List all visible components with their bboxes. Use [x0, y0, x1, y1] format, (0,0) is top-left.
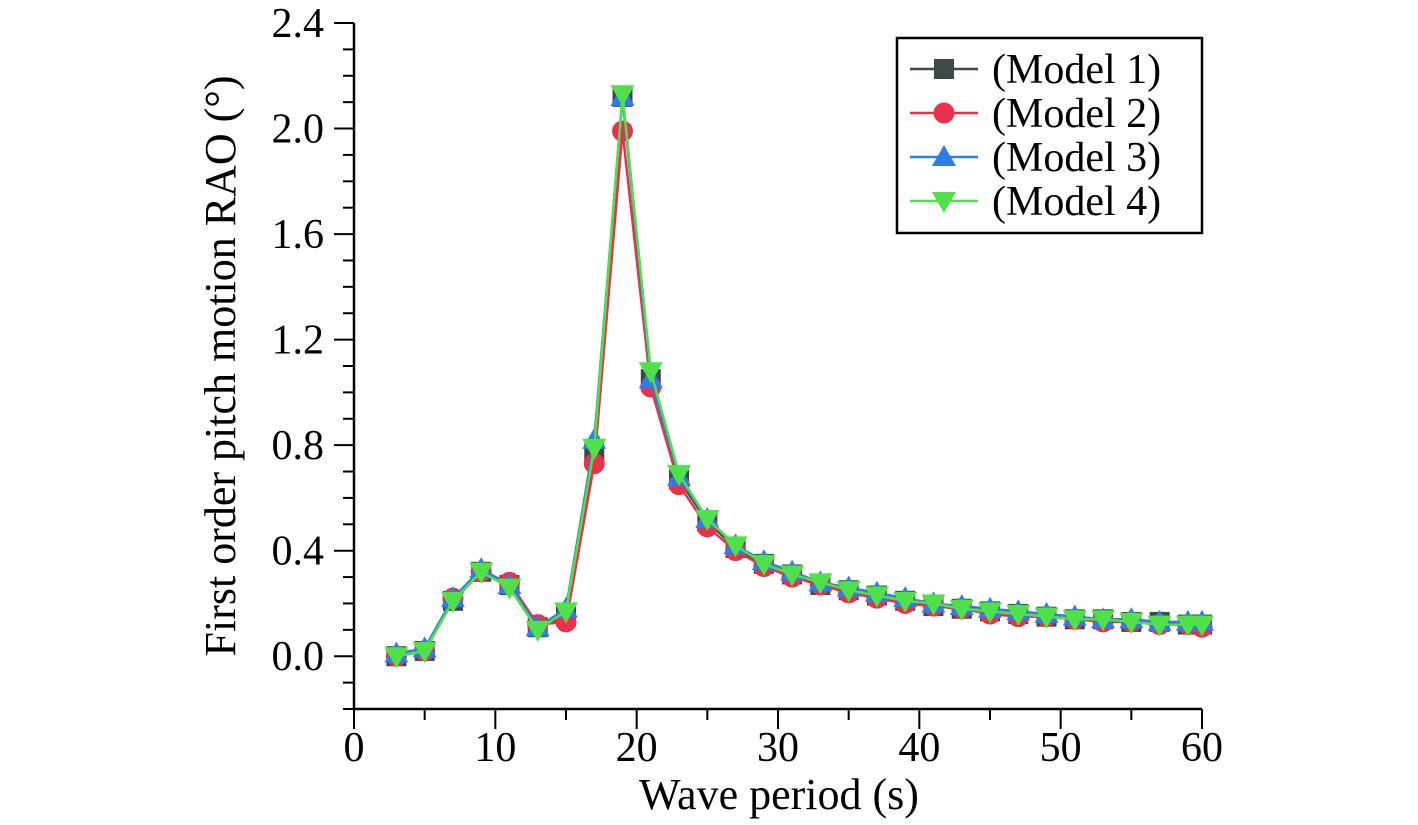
y-tick-label: 1.6 [272, 212, 325, 258]
legend: (Model 1)(Model 2)(Model 3)(Model 4) [895, 36, 1204, 235]
series-4-point [1119, 612, 1144, 634]
x-tick-label: 20 [616, 725, 658, 771]
legend-label: (Model 4) [992, 179, 1161, 225]
series-4-point [412, 641, 437, 663]
series-4-point [978, 602, 1002, 624]
series-4-point [751, 554, 776, 576]
series-4-point [723, 536, 748, 558]
series-2-point [612, 120, 634, 142]
series-4-point [1091, 610, 1116, 632]
series-4 [384, 85, 1214, 669]
legend-label: (Model 1) [992, 47, 1161, 93]
legend-item-3: (Model 3) [910, 135, 1161, 181]
series-4-point [893, 591, 918, 613]
series-4-point [808, 573, 833, 595]
legend-label: (Model 3) [992, 135, 1161, 181]
series-4-point [1190, 615, 1214, 637]
legend-marker [932, 145, 956, 166]
series-4-point [497, 578, 522, 600]
series-4-point [1034, 607, 1059, 629]
legend-marker [932, 192, 956, 213]
x-tick-label: 40 [898, 725, 940, 771]
series-4-point [1147, 615, 1172, 637]
legend-item-1: (Model 1) [910, 47, 1161, 93]
y-tick-label: 2.4 [272, 1, 325, 47]
legend-label: (Model 2) [992, 91, 1161, 137]
series-4-point [554, 602, 578, 624]
legend-item-2: (Model 2) [910, 91, 1161, 137]
y-tick-label: 0.0 [272, 634, 325, 680]
y-tick-label: 0.4 [272, 529, 325, 575]
series-4-point [582, 438, 607, 460]
series-4-point [864, 586, 889, 608]
x-tick-label: 10 [474, 725, 516, 771]
series-4-point [440, 591, 465, 613]
x-tick-label: 0 [344, 725, 365, 771]
y-axis-label: First order pitch motion RAO (°) [196, 76, 245, 657]
legend-marker [933, 102, 955, 124]
series-4-point [1062, 610, 1087, 632]
series-4-point [1006, 605, 1031, 627]
y-tick-label: 2.0 [272, 107, 325, 153]
series-4-point [667, 465, 692, 487]
series-4-point [695, 510, 720, 532]
series-4-point [384, 647, 409, 669]
y-tick-label: 1.2 [272, 318, 325, 364]
series-layer [384, 84, 1214, 669]
x-axis-label: Wave period (s) [639, 770, 919, 819]
series-4-point [780, 565, 805, 587]
legend-marker [934, 59, 954, 79]
series-4-point [638, 362, 663, 384]
y-tick-label: 0.8 [272, 423, 325, 469]
axes-layer: 0.0 0.4 0.8 1.2 1.6 2.0 2.4 0 10 20 30 40 50 60 [272, 1, 1224, 771]
series-4-point [525, 620, 550, 642]
x-tick-label: 50 [1040, 725, 1082, 771]
x-tick-label: 60 [1181, 725, 1223, 771]
series-4-point [921, 594, 946, 616]
series-4-point [949, 599, 974, 621]
legend-item-4: (Model 4) [910, 179, 1161, 225]
series-4-point [469, 562, 494, 584]
x-tick-label: 30 [757, 725, 799, 771]
series-4-point [836, 581, 861, 603]
series-4-point [610, 85, 635, 107]
